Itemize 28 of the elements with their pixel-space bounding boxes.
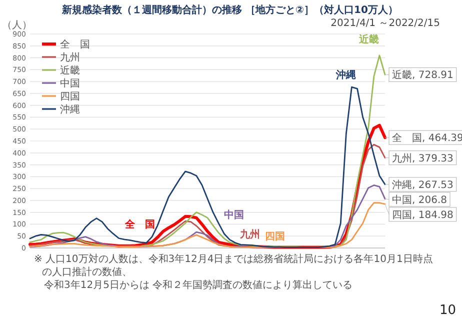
y-axis-title: （人） [2, 20, 32, 31]
chart-subtitle: 2021/4/1 ～2022/2/15 [330, 18, 440, 29]
chart-title: 新規感染者数（１週間移動合計）の推移 ［地方ごと②］（対人口10万人） [61, 4, 398, 16]
legend-label: 九州 [60, 52, 80, 64]
data-label: 沖縄, 267.53 [392, 178, 454, 191]
data-label: 近畿, 728.91 [392, 69, 454, 82]
annotation: 九州 [239, 228, 260, 240]
legend-label: 沖縄 [60, 104, 80, 116]
data-label: 九州, 379.33 [392, 152, 454, 164]
annotation: 中国 [224, 209, 244, 222]
annotation: 沖縄 [334, 68, 356, 81]
value-label: 四国, 184.98 [388, 207, 457, 222]
text: ※ 人口10万対の人数は、令和3年12月4日までは総務省統計局における各年10月1日時点の人口推計の数値、 [34, 253, 433, 278]
value-label: 中国, 206.8 [388, 192, 450, 207]
legend-label: 全 国 [60, 38, 90, 50]
value-label: 九州, 379.33 [388, 150, 457, 166]
legend-label: 中国 [60, 78, 80, 90]
value-label: 近畿, 728.91 [388, 67, 457, 82]
annotation: 四国 [264, 231, 285, 242]
annotation: 近畿 [358, 34, 380, 46]
text: 令和3年12月5日からは 令和２年国勢調査の数値により算出している [44, 279, 353, 291]
data-label: 中国, 206.8 [392, 194, 447, 206]
data-label: 四国, 184.98 [392, 210, 454, 221]
legend-label: 四国 [60, 92, 80, 102]
value-label: 沖縄, 267.53 [388, 177, 457, 192]
legend-label: 近畿 [60, 64, 80, 76]
text: 10 [439, 303, 456, 318]
annotation: 全 国 [124, 218, 156, 231]
